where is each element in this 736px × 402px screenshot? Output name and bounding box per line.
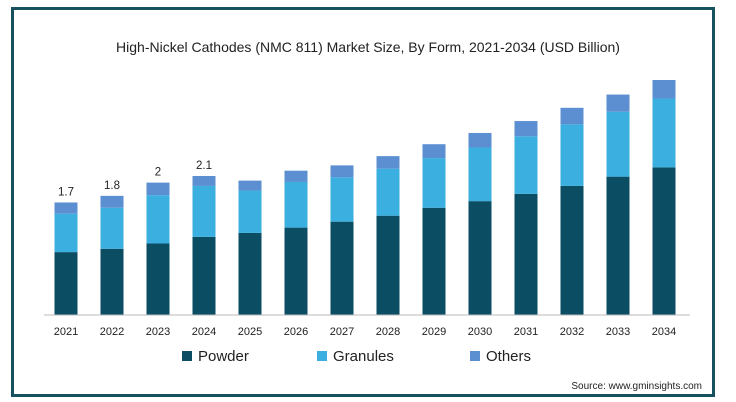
x-tick-2034: 2034 (652, 326, 676, 338)
x-tick-2024: 2024 (192, 326, 216, 338)
bar-powder-2025 (238, 232, 262, 315)
x-tick-labels: 2021 2022 2023 2024 2025 2026 2027 2028 2029 2030… (54, 326, 676, 338)
bar-powder-2033 (606, 176, 630, 315)
x-tick-2028: 2028 (376, 326, 400, 338)
x-tick-2023: 2023 (146, 326, 170, 338)
bar-granules-2021 (54, 213, 78, 253)
x-tick-2021: 2021 (54, 326, 78, 338)
bar-others-2029 (422, 144, 446, 159)
data-label-2024: 2.1 (196, 160, 212, 172)
bar-granules-2025 (238, 190, 262, 233)
bar-others-2031 (514, 121, 538, 137)
bar-powder-2023 (146, 243, 170, 315)
bar-others-2033 (606, 94, 630, 112)
bar-powder-2032 (560, 185, 584, 315)
bars-group (54, 80, 676, 315)
bar-granules-2034 (652, 98, 676, 168)
chart-title: High-Nickel Cathodes (NMC 811) Market Si… (116, 39, 620, 55)
source-note: Source: www.gminsights.com (571, 381, 702, 392)
bar-granules-2030 (468, 147, 492, 202)
x-tick-2025: 2025 (238, 326, 262, 338)
data-label-2021: 1.7 (58, 186, 74, 198)
x-tick-2032: 2032 (560, 326, 584, 338)
legend: Powder Granules Others (182, 348, 531, 365)
bar-powder-2034 (652, 167, 676, 315)
bar-granules-2029 (422, 158, 446, 208)
x-tick-2031: 2031 (514, 326, 538, 338)
legend-swatch-others (470, 351, 480, 361)
bar-powder-2024 (192, 236, 216, 315)
bar-granules-2026 (284, 181, 308, 228)
bar-powder-2028 (376, 215, 400, 315)
x-tick-2033: 2033 (606, 326, 630, 338)
bar-powder-2026 (284, 227, 308, 315)
bar-powder-2030 (468, 201, 492, 315)
legend-label-granules: Granules (333, 348, 394, 365)
data-label-2022: 1.8 (104, 180, 120, 192)
bar-others-2034 (652, 80, 676, 99)
bar-powder-2027 (330, 221, 354, 315)
bar-others-2022 (100, 195, 124, 208)
bar-others-2025 (238, 180, 262, 191)
bar-granules-2028 (376, 168, 400, 216)
legend-swatch-powder (182, 351, 192, 361)
bar-powder-2031 (514, 193, 538, 315)
x-tick-2030: 2030 (468, 326, 492, 338)
bar-others-2021 (54, 202, 78, 214)
x-tick-2029: 2029 (422, 326, 446, 338)
bar-others-2023 (146, 182, 170, 196)
chart-frame (11, 7, 715, 397)
bar-others-2032 (560, 107, 584, 125)
data-labels: 1.7 1.8 2 2.1 (58, 160, 212, 198)
bar-granules-2024 (192, 185, 216, 237)
bar-granules-2023 (146, 195, 170, 244)
bar-others-2027 (330, 165, 354, 178)
bar-granules-2027 (330, 177, 354, 222)
bar-granules-2032 (560, 124, 584, 186)
bar-others-2030 (468, 132, 492, 148)
bar-powder-2022 (100, 248, 124, 315)
legend-swatch-granules (317, 351, 327, 361)
bar-granules-2031 (514, 136, 538, 194)
legend-label-powder: Powder (198, 348, 249, 365)
bar-powder-2029 (422, 207, 446, 315)
bar-others-2024 (192, 175, 216, 186)
x-tick-2027: 2027 (330, 326, 354, 338)
bar-powder-2021 (54, 252, 78, 315)
bar-granules-2022 (100, 207, 124, 249)
bar-granules-2033 (606, 111, 630, 177)
legend-label-others: Others (486, 348, 531, 365)
x-tick-2022: 2022 (100, 326, 124, 338)
data-label-2023: 2 (155, 167, 161, 179)
x-tick-2026: 2026 (284, 326, 308, 338)
bar-others-2026 (284, 170, 308, 182)
bar-others-2028 (376, 156, 400, 169)
